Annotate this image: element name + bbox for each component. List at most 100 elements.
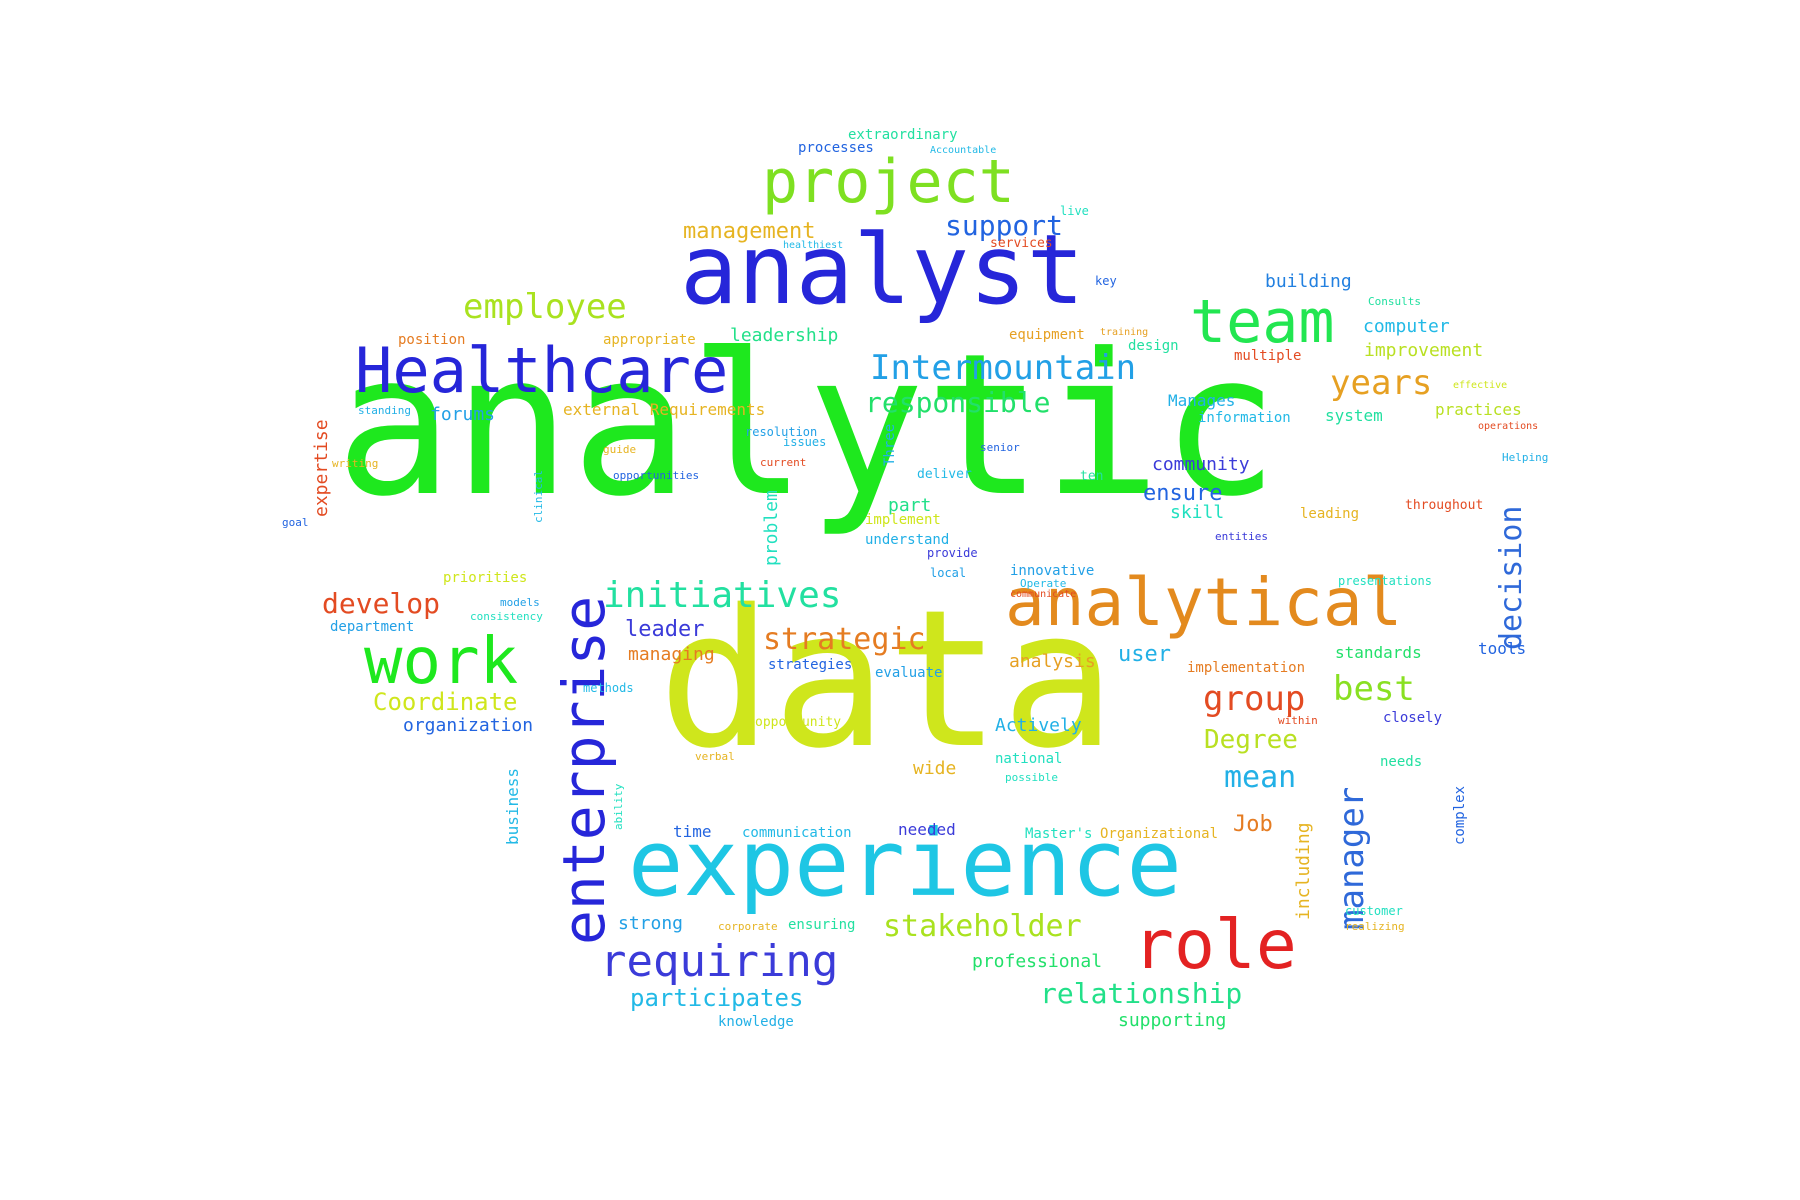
word-closely: closely xyxy=(1383,710,1443,726)
word-wide: wide xyxy=(913,758,957,779)
word-analysis: analysis xyxy=(1009,651,1096,672)
word-part: part xyxy=(888,495,932,516)
word-decision: decision xyxy=(1494,505,1529,651)
word-needed: needed xyxy=(898,820,956,839)
word-years: years xyxy=(1330,363,1433,403)
word-opportunities: opportunities xyxy=(613,469,700,482)
word-organizational: Organizational xyxy=(1100,826,1219,842)
word-throughout: throughout xyxy=(1405,498,1484,513)
word-live: live xyxy=(1060,204,1089,218)
word-data: data xyxy=(658,569,1116,790)
word-ability: ability xyxy=(612,783,625,830)
word-implement: implement xyxy=(865,512,941,528)
word-degree: Degree xyxy=(1204,725,1298,755)
word-actively: Actively xyxy=(995,715,1082,736)
word-organization: organization xyxy=(403,715,534,736)
word-ensuring: ensuring xyxy=(788,917,856,933)
word-equipment: equipment xyxy=(1009,327,1085,343)
word-ten: ten xyxy=(1080,469,1104,484)
word-relationship: relationship xyxy=(1040,977,1243,1010)
word-system: system xyxy=(1325,406,1383,425)
word-effective: effective xyxy=(1453,380,1508,391)
word-extraordinary: extraordinary xyxy=(848,127,958,143)
word-healthcare: Healthcare xyxy=(355,334,729,407)
word-business: business xyxy=(503,767,522,845)
word-standing: standing xyxy=(358,404,411,417)
word-analytical: analytical xyxy=(1005,564,1403,641)
word-deliver: deliver xyxy=(917,467,972,482)
word-models: models xyxy=(500,596,540,609)
word-including: including xyxy=(1293,822,1314,920)
word-methods: methods xyxy=(583,681,634,695)
word-requiring: requiring xyxy=(600,936,839,987)
word-managing: managing xyxy=(628,644,715,665)
word-processes: processes xyxy=(798,140,874,156)
word-operations: operations xyxy=(1478,421,1539,432)
word-best: best xyxy=(1333,669,1415,709)
word-manages: Manages xyxy=(1168,391,1236,410)
word-guide: guide xyxy=(603,443,637,456)
word-operate: Operate xyxy=(1020,577,1067,590)
word-training: training xyxy=(1100,327,1149,338)
word-verbal: verbal xyxy=(695,750,735,763)
word-employee: employee xyxy=(463,287,627,327)
word-tools: tools xyxy=(1478,639,1527,658)
word-job: Job xyxy=(1233,812,1273,837)
word-external-requirements: external Requirements xyxy=(563,400,766,419)
word-evaluate: evaluate xyxy=(875,665,943,681)
word-position: position xyxy=(398,332,466,348)
word-consults: Consults xyxy=(1368,295,1421,308)
word-entities: entities xyxy=(1215,530,1268,543)
word-work: work xyxy=(364,625,519,699)
word-knowledge: knowledge xyxy=(718,1014,794,1030)
word-resolution: resolution xyxy=(745,425,818,439)
word-needs: needs xyxy=(1380,754,1423,770)
word-computer: computer xyxy=(1363,316,1450,337)
word-writing: writing xyxy=(332,457,379,470)
word-consistency: consistency xyxy=(470,610,543,623)
word-role: role xyxy=(1133,906,1297,985)
word-leading: leading xyxy=(1300,506,1360,522)
word-possible: possible xyxy=(1005,771,1058,784)
word-local: local xyxy=(930,566,967,580)
word-strategies: strategies xyxy=(768,657,853,673)
word-understand: understand xyxy=(865,532,950,548)
word-improvement: improvement xyxy=(1364,340,1484,361)
word-implementation: implementation xyxy=(1187,660,1306,676)
word-user: user xyxy=(1118,642,1171,667)
word-project: project xyxy=(762,147,1015,217)
word-healthiest: healthiest xyxy=(783,240,844,251)
word-communicate: communicate xyxy=(1010,589,1077,600)
word-opportunity: opportunity xyxy=(755,715,842,730)
word-develop: develop xyxy=(322,587,441,620)
word-enterprise: enterprise xyxy=(550,595,618,945)
word-priorities: priorities xyxy=(443,570,528,586)
word-support: support xyxy=(945,209,1064,242)
word-participates: participates xyxy=(630,984,804,1012)
word-forums: forums xyxy=(430,404,496,425)
word-key: key xyxy=(1095,274,1117,288)
word-responsible: responsible xyxy=(865,386,1051,419)
word-communication: communication xyxy=(742,825,852,841)
word-accountable: Accountable xyxy=(930,145,997,156)
word-supporting: supporting xyxy=(1118,1010,1227,1031)
word-coordinate: Coordinate xyxy=(373,688,518,716)
word-strategic: strategic xyxy=(763,622,926,657)
word-team: team xyxy=(1190,287,1335,357)
word-practices: practices xyxy=(1435,400,1522,419)
word-multiple: multiple xyxy=(1234,348,1302,364)
word-customer: customer xyxy=(1345,904,1403,918)
word-helping: Helping xyxy=(1502,451,1549,464)
word-mean: mean xyxy=(1224,760,1297,795)
word-standards: standards xyxy=(1335,643,1422,662)
word-building: building xyxy=(1265,271,1352,292)
word-current: current xyxy=(760,456,807,469)
word-time: time xyxy=(673,822,712,841)
word-goal: goal xyxy=(282,516,309,529)
word-skill: skill xyxy=(1170,502,1225,523)
word-appropriate: appropriate xyxy=(603,332,696,348)
word-senior: senior xyxy=(980,441,1020,454)
word-services: services xyxy=(990,236,1053,251)
word-clinical: clinical xyxy=(532,470,545,523)
word-problem: problem xyxy=(761,490,782,566)
